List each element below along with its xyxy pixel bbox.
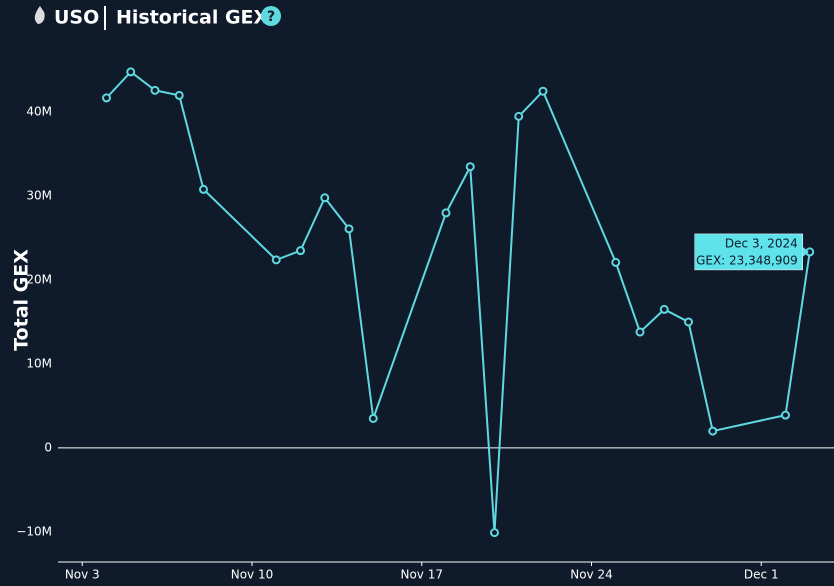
y-tick-label: 20M — [26, 273, 52, 287]
help-icon[interactable] — [261, 6, 281, 26]
y-tick-label: 0 — [44, 440, 52, 454]
point — [635, 327, 645, 337]
y-tick-label: −10M — [16, 524, 52, 538]
x-tick-label: Dec 1 — [744, 568, 779, 582]
y-tick-label: 30M — [26, 189, 52, 203]
ticker: USO — [54, 7, 99, 29]
y-tick-label: 40M — [26, 105, 52, 119]
point — [296, 246, 305, 256]
y-tick-label: 10M — [26, 356, 52, 370]
tooltip-value: GEX: 23,348,909 — [696, 253, 798, 267]
point — [102, 93, 111, 103]
point — [368, 413, 378, 423]
point — [126, 67, 136, 77]
point — [344, 224, 354, 234]
divider — [104, 6, 106, 30]
point — [538, 86, 548, 96]
point — [490, 528, 499, 538]
tooltip-date: Dec 3, 2024 — [725, 236, 798, 250]
tooltip-pointer — [802, 246, 809, 257]
x-tick-label: Nov 17 — [400, 568, 443, 582]
point — [150, 85, 160, 95]
point — [174, 90, 184, 100]
help-text[interactable]: ? — [267, 9, 275, 25]
point — [199, 184, 208, 194]
point — [271, 255, 281, 265]
point — [514, 111, 524, 121]
x-tick-label: Nov 3 — [65, 568, 100, 582]
point — [708, 426, 718, 436]
point — [465, 162, 475, 172]
x-tick-label: Nov 24 — [570, 568, 613, 582]
gex-line — [105, 70, 811, 533]
point — [320, 193, 330, 203]
point — [659, 304, 669, 314]
chart-title: Historical GEX — [116, 7, 269, 29]
point — [684, 317, 693, 327]
tooltip-box — [694, 233, 803, 271]
point — [781, 410, 790, 420]
point — [611, 257, 621, 267]
y-axis-title: Total GEX — [11, 249, 33, 351]
x-tick-label: Nov 10 — [231, 568, 274, 582]
point — [441, 208, 451, 218]
logo — [34, 6, 45, 24]
